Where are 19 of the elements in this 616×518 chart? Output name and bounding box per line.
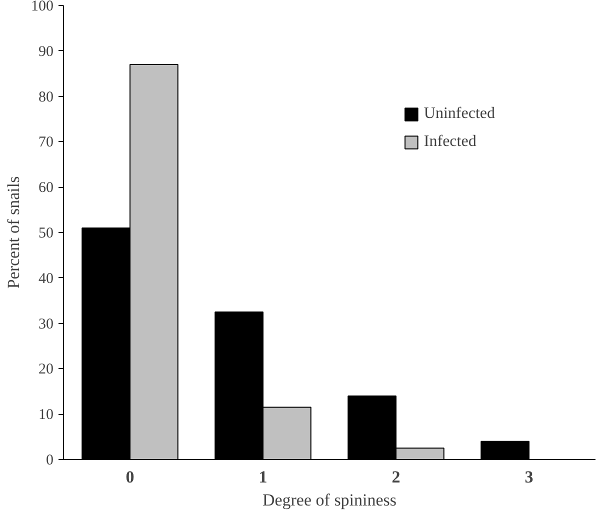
x-tick-label: 1 (258, 468, 268, 486)
x-tick-label: 3 (524, 468, 534, 486)
x-tick-label: 0 (126, 468, 134, 486)
y-tick-label: 30 (38, 316, 54, 332)
y-tick-label: 40 (38, 270, 54, 287)
x-axis-title: Degree of spininess (262, 490, 397, 510)
y-tick-label: 60 (38, 180, 54, 196)
y-tick-label: 50 (38, 226, 54, 242)
y-tick-label: 10 (38, 407, 54, 424)
legend-label: Uninfected (424, 105, 495, 123)
y-tick-label: 90 (38, 44, 54, 60)
y-axis-title: Percent of snails (4, 176, 23, 289)
y-tick-label: 80 (38, 89, 54, 106)
x-tick-label: 2 (392, 468, 400, 486)
legend-label: Infected (424, 133, 476, 151)
y-tick-label: 0 (46, 452, 54, 468)
y-tick-label: 100 (31, 0, 54, 14)
y-tick-label: 20 (38, 362, 54, 378)
y-tick-label: 70 (38, 134, 54, 151)
